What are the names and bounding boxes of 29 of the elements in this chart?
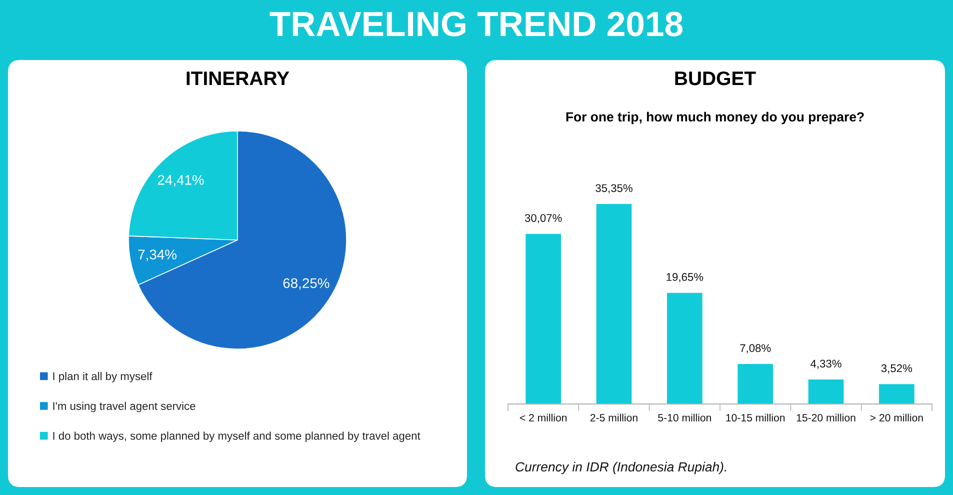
text: Currency in IDR (Indonesia Rupiah). bbox=[516, 462, 726, 474]
data-label: 7,08% bbox=[740, 344, 771, 354]
x-tick-label: 2-5 million bbox=[590, 414, 638, 422]
bar bbox=[526, 234, 561, 404]
chart-title: BUDGET bbox=[675, 71, 756, 86]
x-tick-label: < 2 million bbox=[520, 414, 567, 422]
data-label: 4,33% bbox=[810, 360, 842, 369]
legend-label: I plan it all by myself bbox=[53, 372, 152, 382]
legend-label: I'm using travel agent service bbox=[53, 402, 196, 412]
text: TRAVELING TREND 2018 bbox=[270, 12, 683, 36]
x-tick-label: 10-15 million bbox=[726, 414, 785, 422]
chart-subtitle: For one trip, how much money do you prepare? bbox=[566, 112, 864, 124]
x-tick-label: > 20 million bbox=[870, 414, 923, 422]
x-tick-label: 15-20 million bbox=[796, 414, 856, 422]
legend-label: I do both ways, some planned by myself and some planned by travel agent bbox=[53, 432, 420, 442]
data-label: 24,41% bbox=[158, 175, 204, 186]
data-label: 3,52% bbox=[881, 364, 912, 374]
bar bbox=[667, 292, 702, 404]
x-tick-label: 5-10 million bbox=[658, 414, 711, 422]
bar bbox=[738, 364, 773, 404]
bar bbox=[879, 384, 914, 404]
data-label: 68,25% bbox=[283, 278, 330, 290]
chart-title: ITINERARY bbox=[186, 72, 290, 86]
data-label: 7,34% bbox=[138, 250, 176, 262]
data-label: 19,65% bbox=[666, 273, 704, 282]
bar bbox=[596, 204, 632, 404]
data-label: 35,35% bbox=[596, 184, 632, 194]
data-label: 30,07% bbox=[524, 214, 562, 224]
bar bbox=[808, 380, 844, 404]
